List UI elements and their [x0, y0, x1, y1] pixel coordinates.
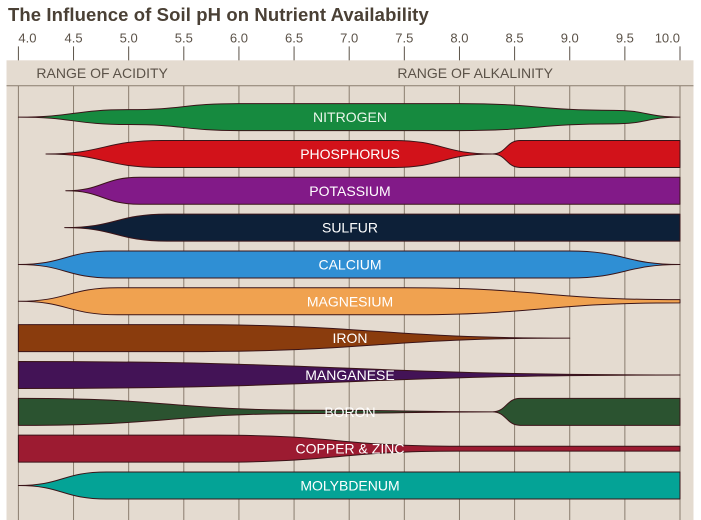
- svg-text:6.0: 6.0: [230, 32, 248, 45]
- svg-text:MOLYBDENUM: MOLYBDENUM: [300, 478, 399, 494]
- svg-text:IRON: IRON: [333, 330, 368, 346]
- svg-text:7.0: 7.0: [340, 32, 358, 45]
- svg-text:4.0: 4.0: [18, 32, 36, 45]
- svg-text:8.0: 8.0: [450, 32, 468, 45]
- svg-text:COPPER & ZINC: COPPER & ZINC: [296, 441, 405, 457]
- svg-text:RANGE OF ACIDITY: RANGE OF ACIDITY: [36, 65, 168, 81]
- svg-text:4.5: 4.5: [64, 32, 82, 45]
- svg-text:BORON: BORON: [324, 404, 375, 420]
- svg-text:POTASSIUM: POTASSIUM: [309, 183, 390, 199]
- svg-text:5.0: 5.0: [120, 32, 138, 45]
- svg-text:7.5: 7.5: [395, 32, 413, 45]
- svg-text:8.5: 8.5: [506, 32, 524, 45]
- svg-text:6.5: 6.5: [285, 32, 303, 45]
- svg-text:SULFUR: SULFUR: [322, 220, 378, 236]
- svg-text:CALCIUM: CALCIUM: [318, 256, 381, 272]
- svg-text:MANGANESE: MANGANESE: [305, 367, 394, 383]
- svg-text:MAGNESIUM: MAGNESIUM: [307, 293, 393, 309]
- svg-text:9.0: 9.0: [561, 32, 579, 45]
- svg-text:RANGE OF ALKALINITY: RANGE OF ALKALINITY: [397, 65, 553, 81]
- svg-text:9.5: 9.5: [616, 32, 634, 45]
- svg-text:10.0: 10.0: [655, 32, 680, 45]
- svg-text:PHOSPHORUS: PHOSPHORUS: [300, 146, 400, 162]
- svg-text:NITROGEN: NITROGEN: [313, 109, 387, 125]
- svg-text:5.5: 5.5: [175, 32, 193, 45]
